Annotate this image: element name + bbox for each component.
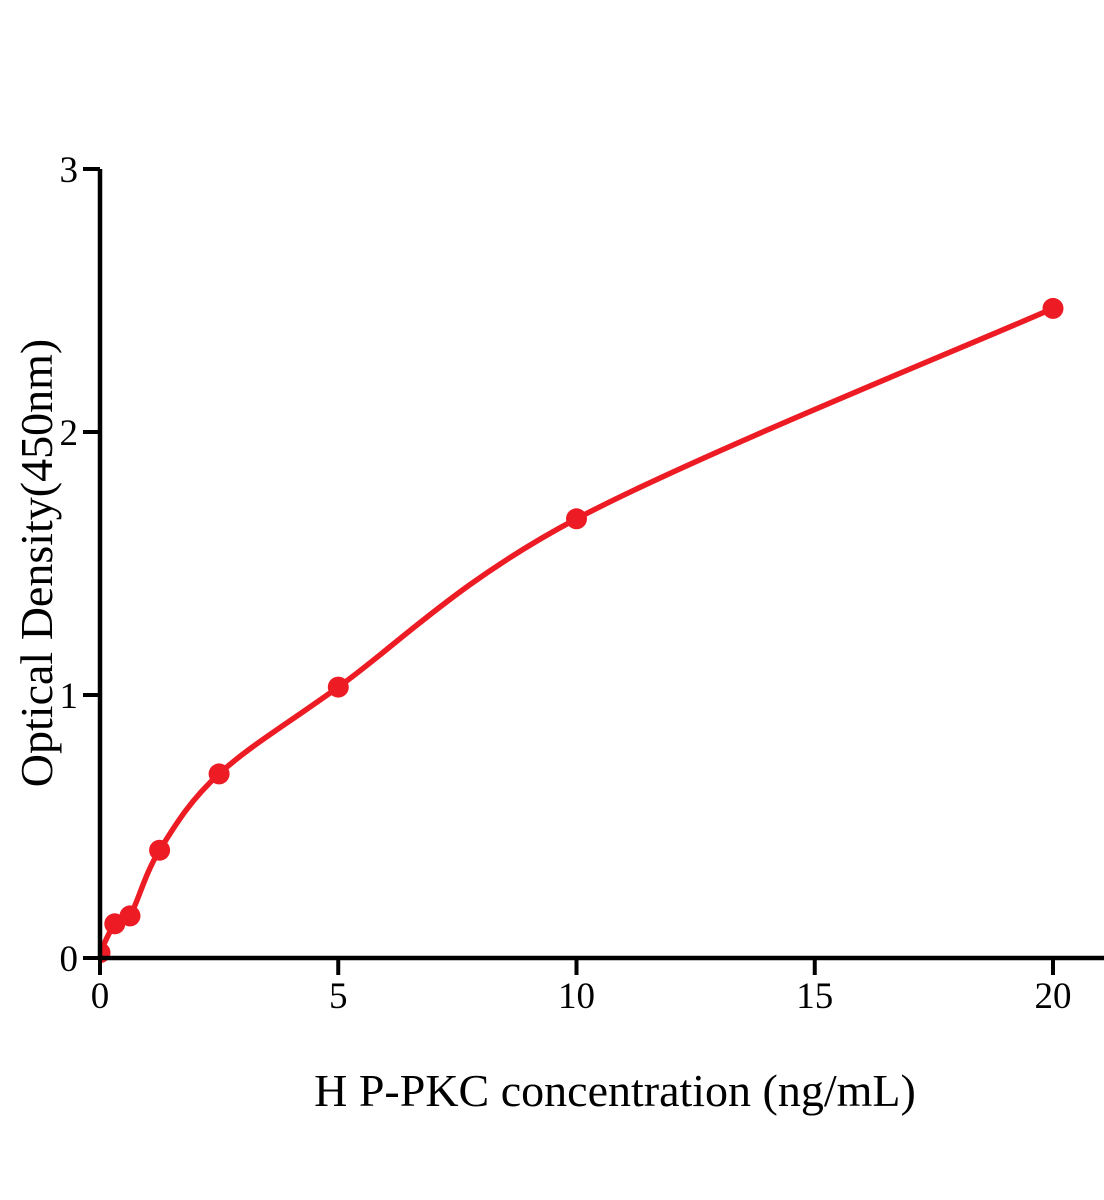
- series-layer: [100, 297, 1064, 964]
- x-tick-label: 20: [1035, 976, 1072, 1017]
- y-tick-label: 2: [60, 413, 79, 454]
- y-tick-label: 0: [60, 939, 79, 980]
- y-axis-title: Optical Density(450nm): [11, 339, 62, 787]
- y-tick-label: 3: [60, 150, 79, 191]
- data-point: [566, 508, 587, 530]
- data-point: [119, 905, 141, 927]
- x-tick-label: 0: [91, 976, 110, 1017]
- y-tick-label: 1: [60, 676, 79, 717]
- x-axis-title: H P-PKC concentration (ng/mL): [314, 1065, 916, 1116]
- x-tick-label: 10: [558, 976, 595, 1017]
- x-tick-label: 5: [329, 976, 348, 1017]
- data-point: [149, 839, 171, 861]
- data-point: [1042, 297, 1064, 319]
- fit-curve: [100, 305, 1056, 956]
- axes-layer: 0 5 10 15 20 0 1 2 3: [60, 150, 1104, 1017]
- data-point: [327, 676, 349, 698]
- axes: [97, 169, 1104, 961]
- data-point: [208, 763, 230, 785]
- x-tick-label: 15: [796, 976, 833, 1017]
